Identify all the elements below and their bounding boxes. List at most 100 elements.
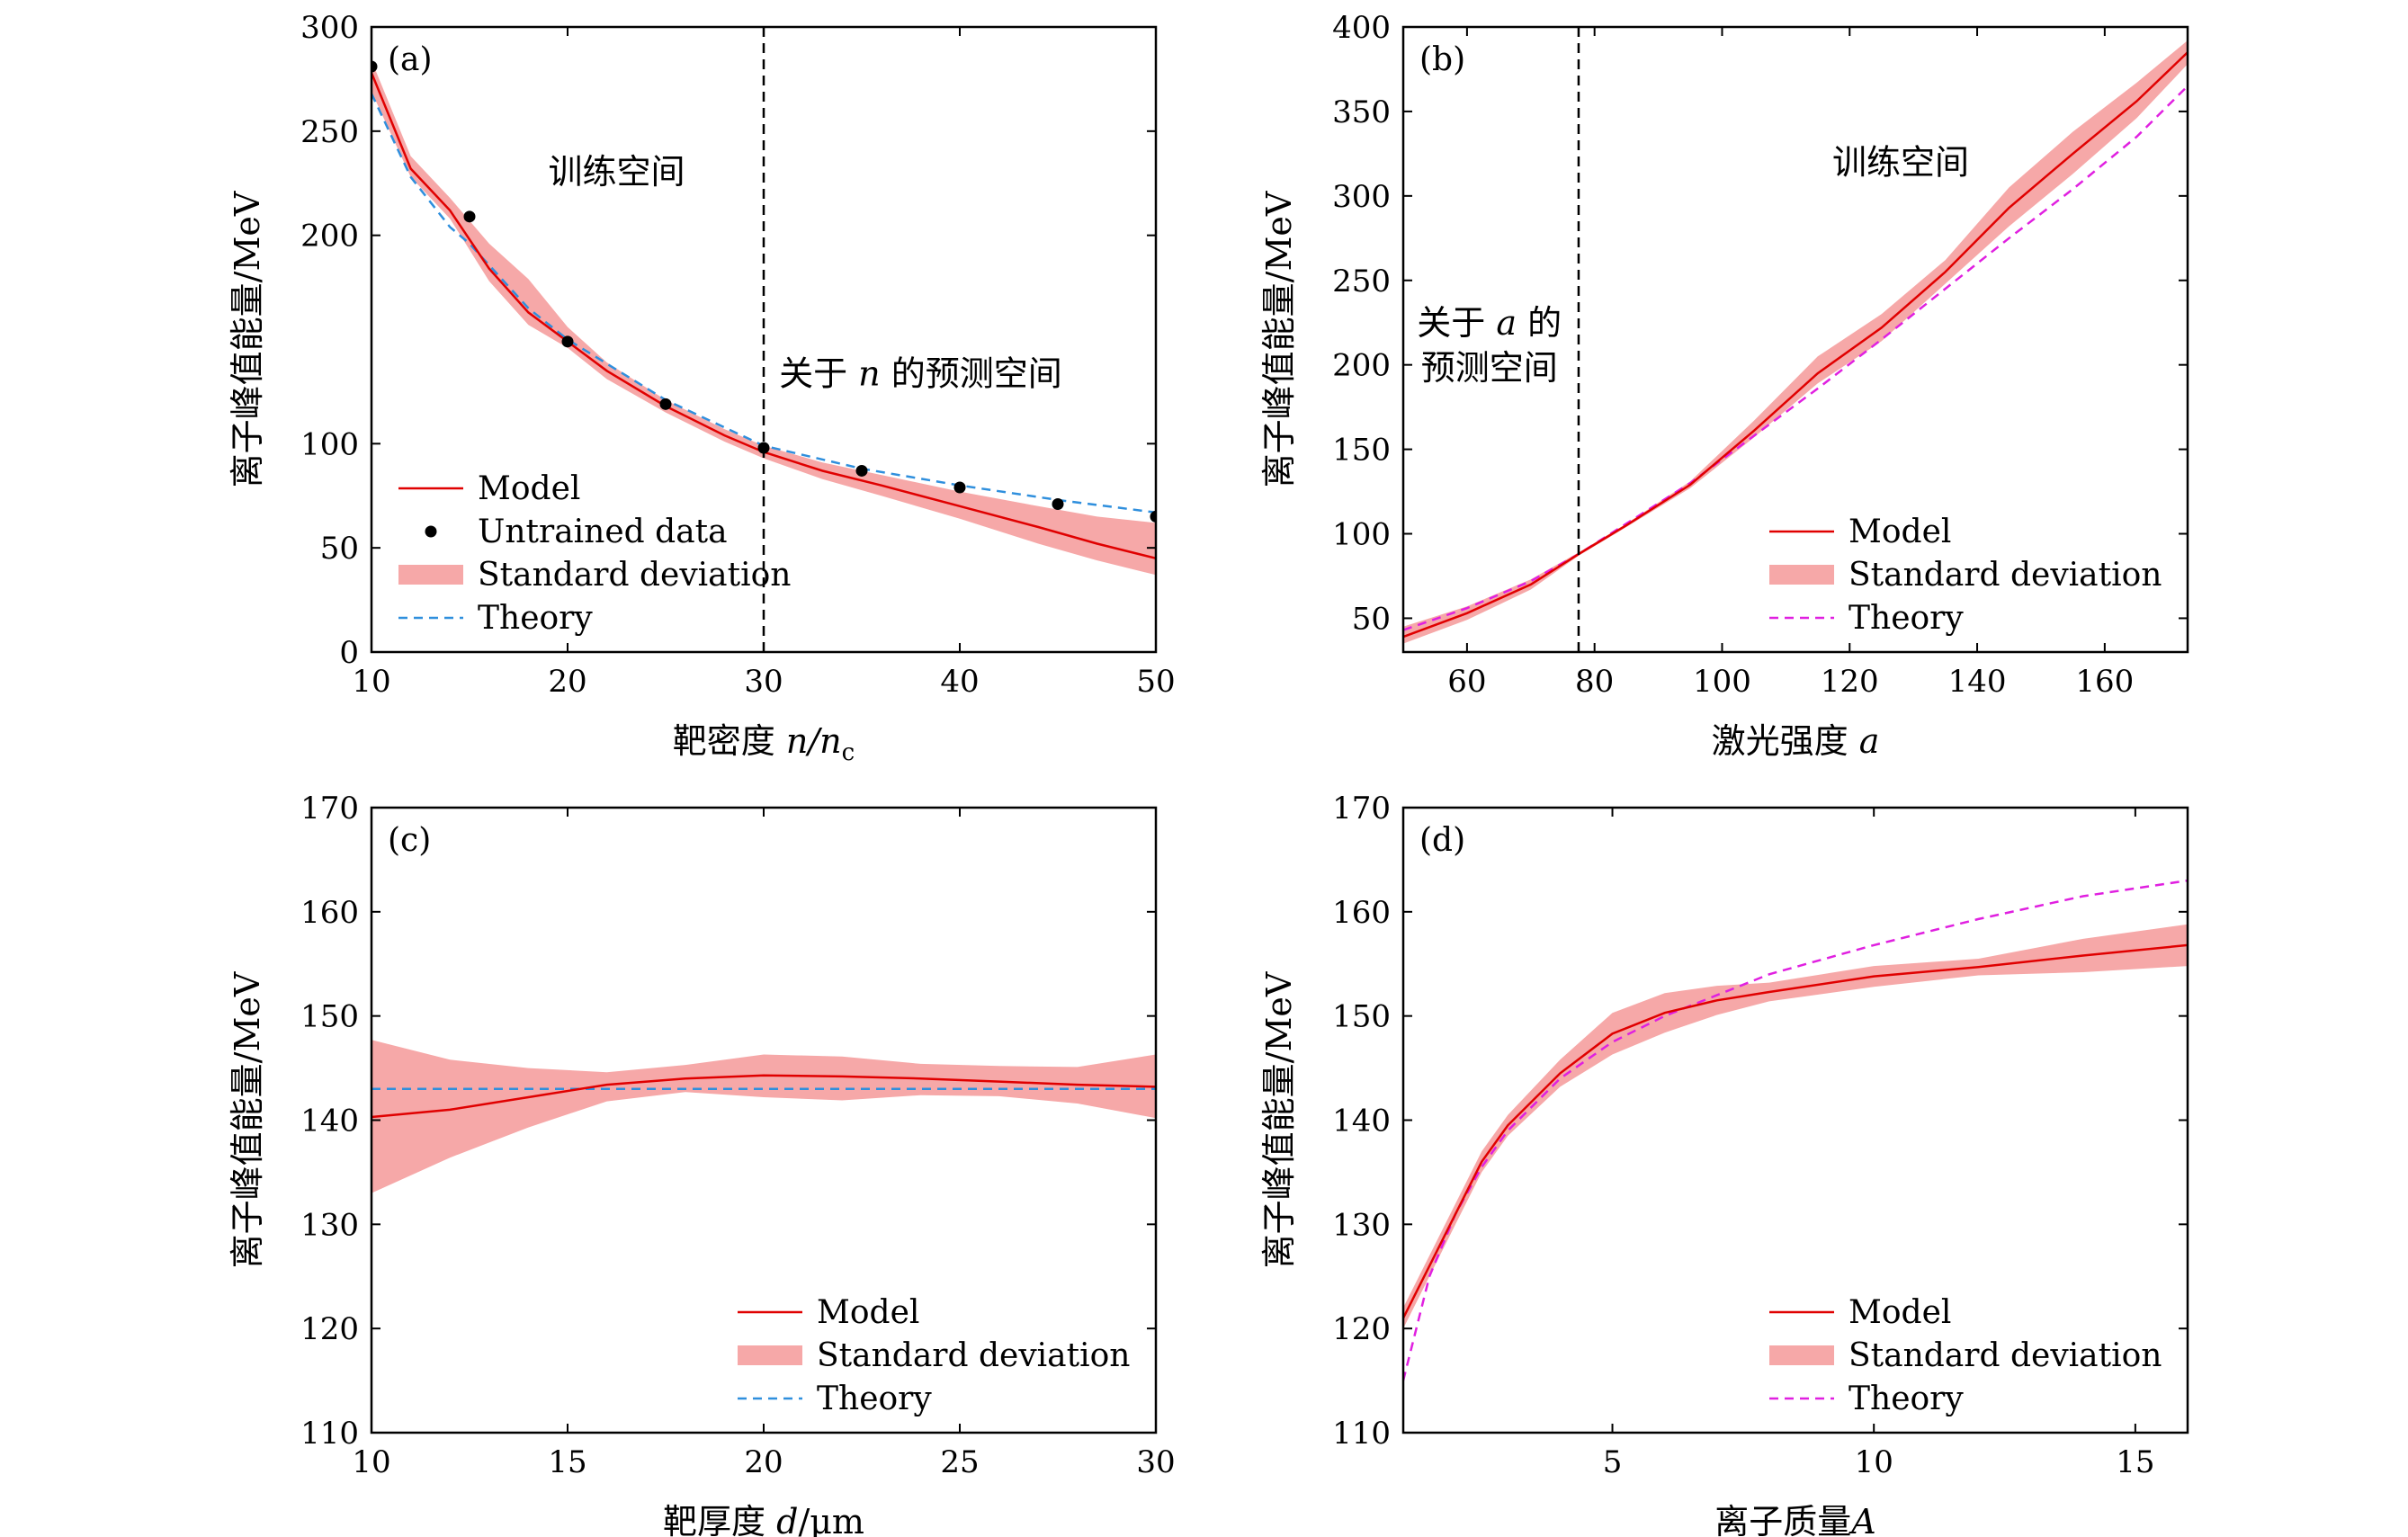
y-tick-label: 350 [1332,94,1391,130]
std-deviation-band [371,60,1156,576]
x-tick-label: 120 [1821,664,1879,700]
panel-d: 5 10 15 110 120 130 140 150 160 170 (d) 离子质量A 离子峰值能量… [1259,791,2189,1537]
y-axis-title: 离子峰值能量/MeV [228,971,267,1268]
model-line [1403,51,2188,639]
y-tick-label: 0 [339,635,359,671]
legend-label: Theory [817,1381,932,1417]
untrained-data-point [463,210,476,223]
panel-c: 10 15 20 25 30 110 120 130 140 150 160 170 (c) 靶厚度 d/… [228,791,1176,1537]
x-axis-title: 激光强度 a [1712,721,1880,761]
std-deviation-band [1403,924,2188,1329]
untrained-data-point [855,464,868,477]
y-tick-label: 130 [300,1207,359,1243]
legend-label: Theory [1849,600,1964,637]
y-tick-label: 140 [1332,1104,1391,1139]
plot-area [371,60,1156,576]
untrained-data-point [561,335,574,348]
panel-label: (b) [1419,41,1465,78]
region-annotation: 训练空间 [548,152,685,192]
legend: Model Standard deviation Theory [1769,1294,2162,1417]
y-tick-label: 400 [1332,10,1391,46]
x-tick-label: 5 [1603,1444,1623,1480]
legend-label: Model [478,470,580,507]
y-tick-label: 110 [300,1416,359,1452]
y-tick-label: 110 [1332,1416,1391,1452]
x-tick-label: 80 [1575,664,1614,700]
x-tick-label: 40 [940,664,979,700]
y-tick-label: 170 [300,791,359,827]
region-annotation: 训练空间 [1832,142,1969,182]
y-tick-label: 150 [300,999,359,1035]
x-tick-label: 20 [744,1444,783,1480]
x-tick-label: 25 [940,1444,979,1480]
y-tick-label: 160 [300,895,359,931]
legend-key [425,525,437,538]
untrained-data-point [1052,498,1064,511]
panel-label: (d) [1419,822,1465,859]
y-tick-label: 50 [1352,601,1391,637]
legend: Model Untrained data Standard deviation The… [398,470,792,637]
legend-label: Theory [478,600,593,637]
y-tick-label: 200 [1332,348,1391,384]
x-axis-title: 靶密度 n/nc [673,721,855,766]
x-tick-label: 20 [548,664,586,700]
x-tick-label: 60 [1447,664,1486,700]
model-line [371,72,1156,560]
theory-line [371,93,1156,514]
x-tick-label: 30 [744,664,783,700]
panel-b: 60 80 100 120 140 160 50 100 150 200 250 300 350 400 (… [1259,10,2189,761]
x-tick-label: 10 [352,1444,390,1480]
x-tick-label: 160 [2075,664,2134,700]
legend-label: Standard deviation [1849,1337,2162,1374]
legend-key [1769,1345,1834,1365]
x-tick-label: 10 [1855,1444,1893,1480]
x-axis-title: 靶厚度 d/μm [663,1502,864,1537]
legend-label: Theory [1849,1381,1964,1417]
y-tick-label: 170 [1332,791,1391,827]
panel-label: (c) [388,822,431,859]
legend-key [398,565,463,585]
legend-label: Standard deviation [1849,557,2162,594]
legend-label: Standard deviation [817,1337,1131,1374]
x-tick-label: 100 [1693,664,1751,700]
y-tick-label: 100 [300,426,359,462]
x-tick-label: 30 [1136,1444,1175,1480]
legend-label: Standard deviation [478,557,792,594]
model-line [371,1074,1156,1119]
x-tick-label: 140 [1948,664,2007,700]
untrained-data-point [371,60,378,73]
legend-label: Model [1849,514,1951,550]
y-tick-label: 200 [300,219,359,255]
x-axis-title: 离子质量A [1714,1502,1875,1537]
y-tick-label: 160 [1332,895,1391,931]
std-deviation-band [371,1040,1156,1193]
y-axis-title: 离子峰值能量/MeV [228,191,267,487]
x-tick-label: 15 [2116,1444,2154,1480]
region-annotation: 预测空间 [1421,348,1558,388]
y-axis-title: 离子峰值能量/MeV [1259,971,1299,1268]
y-tick-label: 50 [320,531,359,567]
region-annotation: 关于 a 的 [1417,303,1562,343]
y-tick-label: 150 [1332,433,1391,469]
y-tick-label: 120 [1332,1311,1391,1347]
untrained-data-point [1150,510,1156,523]
theory-line [1403,85,2188,631]
legend-key [738,1345,802,1365]
y-tick-label: 300 [1332,179,1391,215]
region-annotation: 关于 n 的预测空间 [779,353,1062,393]
plot-area [371,1040,1156,1193]
y-axis-title: 离子峰值能量/MeV [1259,191,1299,487]
legend-label: Untrained data [478,514,728,550]
panel-label: (a) [388,41,433,78]
panel-a: 10 20 30 40 50 0 50 100 200 250 300 (a) 靶密度 n/nc 离子峰值… [228,10,1176,766]
y-tick-label: 140 [300,1104,359,1139]
plot-area [1403,879,2188,1381]
untrained-data-point [659,398,672,410]
y-tick-label: 300 [300,10,359,46]
x-tick-label: 15 [548,1444,586,1480]
y-tick-label: 120 [300,1311,359,1347]
y-tick-label: 150 [1332,999,1391,1035]
y-tick-label: 250 [300,114,359,150]
legend-key [1769,565,1834,585]
